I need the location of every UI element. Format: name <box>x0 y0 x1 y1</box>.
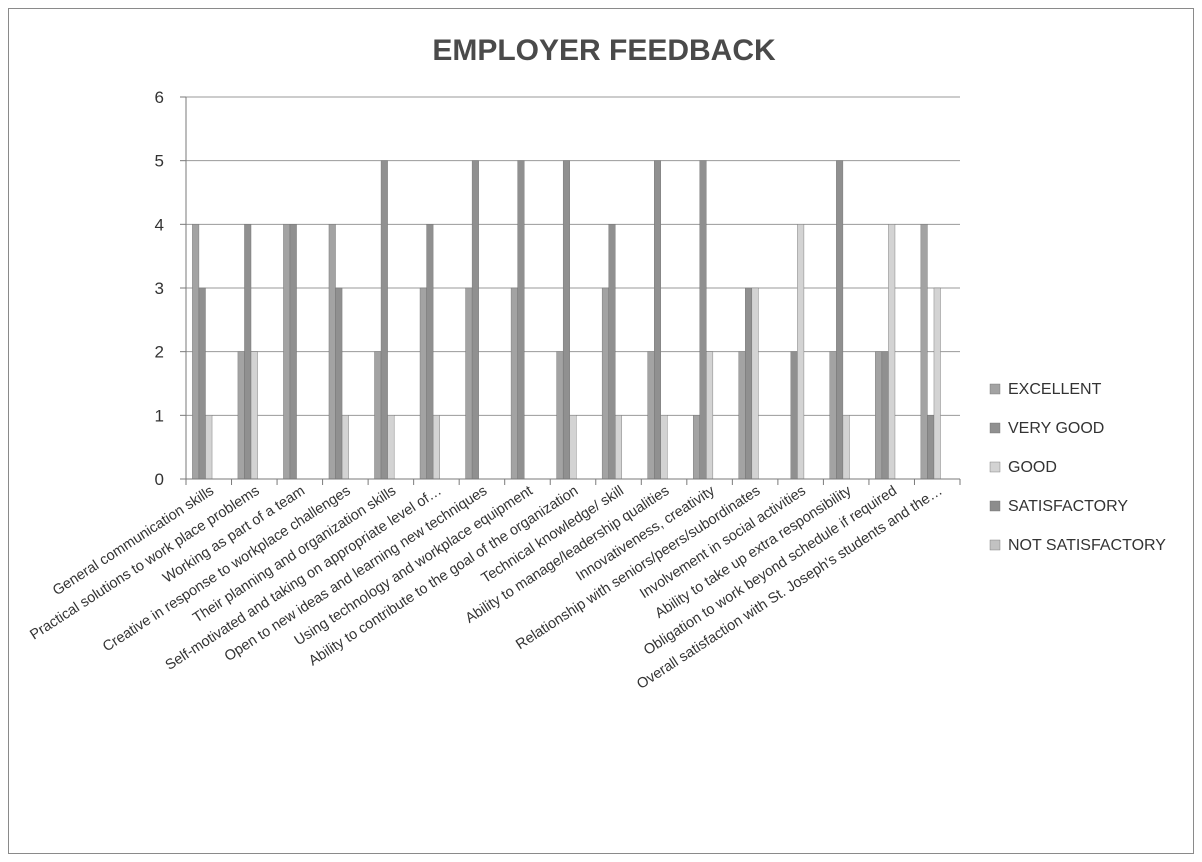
bar <box>510 287 518 480</box>
bar <box>328 224 336 480</box>
bar <box>192 224 200 480</box>
bar <box>706 351 714 480</box>
bar <box>471 160 479 480</box>
bar <box>556 351 564 480</box>
bar <box>745 287 753 480</box>
bar <box>198 287 206 480</box>
legend-label: VERY GOOD <box>1008 420 1104 437</box>
bar <box>569 415 577 480</box>
bar <box>465 287 473 480</box>
bar <box>920 224 928 480</box>
bar <box>933 287 941 480</box>
legend-label: EXCELLENT <box>1008 381 1102 398</box>
bar <box>692 415 700 480</box>
legend-swatch <box>989 461 1001 473</box>
bar <box>927 415 935 480</box>
y-tick-label: 0 <box>155 470 164 489</box>
legend: EXCELLENT VERY GOOD GOOD SATISFACTORY NOT SA… <box>989 381 1166 554</box>
bar <box>426 224 434 480</box>
bar <box>790 351 798 480</box>
bar <box>237 351 245 480</box>
bar <box>615 415 623 480</box>
bar <box>699 160 707 480</box>
bar <box>660 415 668 480</box>
bar <box>374 351 382 480</box>
legend-label: GOOD <box>1008 459 1057 476</box>
bar <box>341 415 349 480</box>
y-tick-label: 2 <box>155 343 164 362</box>
bar <box>654 160 661 480</box>
bar <box>881 351 889 480</box>
bar <box>380 160 388 480</box>
bar <box>250 351 258 480</box>
legend-label: SATISFACTORY <box>1008 498 1128 515</box>
y-tick-label: 3 <box>155 279 164 298</box>
bar <box>836 160 844 480</box>
bar <box>562 160 570 480</box>
y-tick-label: 4 <box>155 215 164 234</box>
bar <box>419 287 427 480</box>
legend-swatch <box>989 422 1001 434</box>
legend-swatch <box>989 539 1001 551</box>
bar <box>205 415 213 480</box>
y-tick-label: 5 <box>155 152 164 171</box>
bars <box>192 160 941 480</box>
axes: 0 1 2 3 4 5 6 <box>155 88 961 489</box>
bar <box>432 415 440 480</box>
bar <box>829 351 837 480</box>
bar <box>647 351 655 480</box>
y-tick-label: 6 <box>155 88 164 107</box>
legend-label: NOT SATISFACTORY <box>1008 537 1166 554</box>
bar <box>797 224 805 480</box>
bar <box>289 224 297 480</box>
bar <box>244 224 252 480</box>
bar <box>751 287 759 480</box>
y-tick-label: 1 <box>155 406 164 425</box>
grid <box>186 96 960 416</box>
bar <box>888 224 896 480</box>
bar <box>608 224 616 480</box>
bar <box>387 415 395 480</box>
chart-title: EMPLOYER FEEDBACK <box>432 34 776 67</box>
bar <box>842 415 850 480</box>
bar <box>875 351 883 480</box>
bar <box>283 224 291 480</box>
bar <box>335 287 343 480</box>
bar <box>738 351 746 480</box>
legend-swatch <box>989 383 1001 395</box>
bar <box>517 160 525 480</box>
legend-swatch <box>989 500 1001 512</box>
bar <box>601 287 609 480</box>
